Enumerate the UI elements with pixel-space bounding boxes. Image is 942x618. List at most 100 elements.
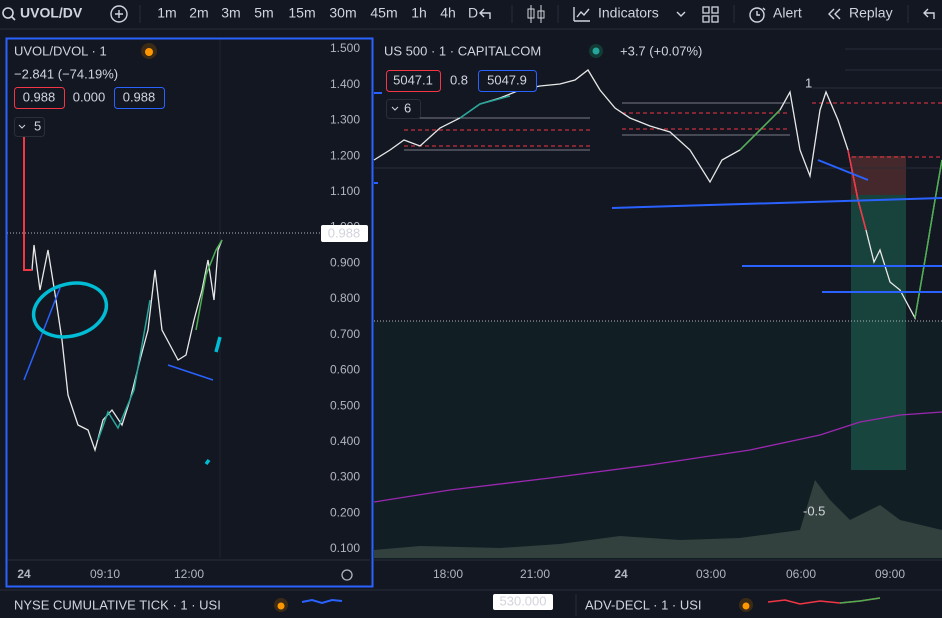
long-position-stop <box>851 156 906 195</box>
time-axis-label: 03:00 <box>696 567 726 581</box>
chart-type-icon[interactable] <box>530 5 542 23</box>
chart-type-icon <box>527 8 535 19</box>
alert-icon[interactable] <box>749 7 765 23</box>
price-series <box>23 130 223 453</box>
time-axis-label: 09:00 <box>875 567 905 581</box>
price-series <box>97 299 151 441</box>
price-series <box>914 159 942 319</box>
time-axis-label: 18:00 <box>433 567 463 581</box>
last-price: 0.988 <box>328 225 361 240</box>
alert-icon <box>756 7 766 16</box>
chart-type-icon <box>537 10 545 19</box>
collapse-button[interactable] <box>386 99 421 119</box>
price-axis-label: 1.300 <box>330 113 360 127</box>
time-axis-label: 24 <box>614 567 628 581</box>
level-lines <box>374 48 942 169</box>
interval-button[interactable]: 30m <box>329 5 356 21</box>
collapse-icon <box>18 124 26 129</box>
bid-box[interactable] <box>386 70 441 92</box>
trend-lines <box>374 92 942 293</box>
time-axis-label: 09:10 <box>90 567 120 581</box>
indicators-button[interactable]: Indicators <box>598 5 659 21</box>
replay-icon[interactable] <box>828 8 841 20</box>
spread: 0.8 <box>450 72 468 87</box>
layouts-icon[interactable] <box>702 6 719 23</box>
interval-button[interactable]: 3m <box>221 5 240 21</box>
collapsed-count[interactable]: 6 <box>404 100 411 115</box>
bottom-bar <box>0 589 942 618</box>
time-axis-label: 21:00 <box>520 567 550 581</box>
time-axis-label: 06:00 <box>786 567 816 581</box>
time-axis-label: 12:00 <box>174 567 204 581</box>
interval-button[interactable]: 5m <box>254 5 273 21</box>
undo[interactable] <box>923 8 935 19</box>
drawing-stroke <box>204 336 222 466</box>
price-axis-label: 0.600 <box>330 363 360 377</box>
price-axis-label: 0.500 <box>330 398 360 412</box>
price-axis-label: 0.900 <box>330 255 360 269</box>
tick-value: 530.000 <box>500 593 547 608</box>
drawing-circle <box>31 281 109 339</box>
market-status <box>145 48 153 56</box>
price-axis-label: 0.100 <box>330 541 360 555</box>
long-position-target <box>851 195 906 470</box>
ranges <box>404 102 790 151</box>
bid-box[interactable] <box>14 87 65 109</box>
spread: 0.000 <box>73 89 106 104</box>
ask-box[interactable] <box>478 70 537 92</box>
ask[interactable]: 0.988 <box>123 89 156 104</box>
interval-button[interactable]: D <box>468 5 478 21</box>
toolbar <box>0 0 942 29</box>
market-status <box>592 47 600 55</box>
indicators-menu[interactable] <box>676 11 686 17</box>
bid[interactable]: 5047.1 <box>393 72 433 87</box>
active-pane-border <box>5 37 374 588</box>
interval-button[interactable]: 1h <box>411 5 427 21</box>
replay-button[interactable]: Replay <box>849 5 893 21</box>
collapse-icon <box>391 106 399 111</box>
interval-button[interactable]: 4h <box>440 5 456 21</box>
trend-line <box>167 364 214 381</box>
trend-line <box>23 287 61 381</box>
ask-box[interactable] <box>114 87 165 109</box>
collapsed-count[interactable]: 5 <box>34 118 41 133</box>
price-axis-label: 0.700 <box>330 327 360 341</box>
price-axis-label: 1.100 <box>330 184 360 198</box>
price-axis-label: 0.300 <box>330 470 360 484</box>
annotation: -0.5 <box>803 503 825 518</box>
indicators-icon[interactable] <box>573 7 590 22</box>
price-axis-label: 1.200 <box>330 148 360 162</box>
interval-button[interactable]: 45m <box>370 5 397 21</box>
ask[interactable]: 5047.9 <box>487 72 527 87</box>
symbol[interactable]: UVOL/DV <box>20 5 83 21</box>
last-price-label <box>321 225 368 242</box>
collapse-button[interactable] <box>14 117 45 137</box>
adv-decl-pane-title[interactable]: ADV-DECL · 1 · USI <box>585 597 702 612</box>
pane-title: UVOL/DVOL · 1 <box>14 43 107 58</box>
add-symbol-plus <box>115 10 123 18</box>
market-status <box>742 602 750 610</box>
price-axis-label: 0.400 <box>330 434 360 448</box>
adv-decl-sparkline <box>839 597 881 604</box>
tick-pane-title[interactable]: NYSE CUMULATIVE TICK · 1 · USI <box>14 597 221 612</box>
interval-button[interactable]: 1m <box>157 5 176 21</box>
level-lines <box>404 102 942 158</box>
search-icon <box>11 16 16 21</box>
add-symbol[interactable] <box>110 5 128 23</box>
search-icon[interactable] <box>2 7 14 19</box>
price-axis-label: 1.400 <box>330 77 360 91</box>
interval-button[interactable]: 2m <box>189 5 208 21</box>
moving-average <box>373 411 942 503</box>
price-series <box>459 95 511 119</box>
price-series <box>195 239 223 331</box>
tick-sparkline <box>301 598 343 605</box>
bid[interactable]: 0.988 <box>23 89 56 104</box>
price-axis-label: 0.800 <box>330 291 360 305</box>
pane-title: US 500 · 1 · CAPITALCOM <box>384 43 541 58</box>
interval-button[interactable]: 15m <box>288 5 315 21</box>
settings-icon[interactable] <box>341 569 353 581</box>
interval-menu[interactable] <box>479 8 491 19</box>
annotation: 1 <box>805 75 812 90</box>
alert-button[interactable]: Alert <box>773 5 802 21</box>
